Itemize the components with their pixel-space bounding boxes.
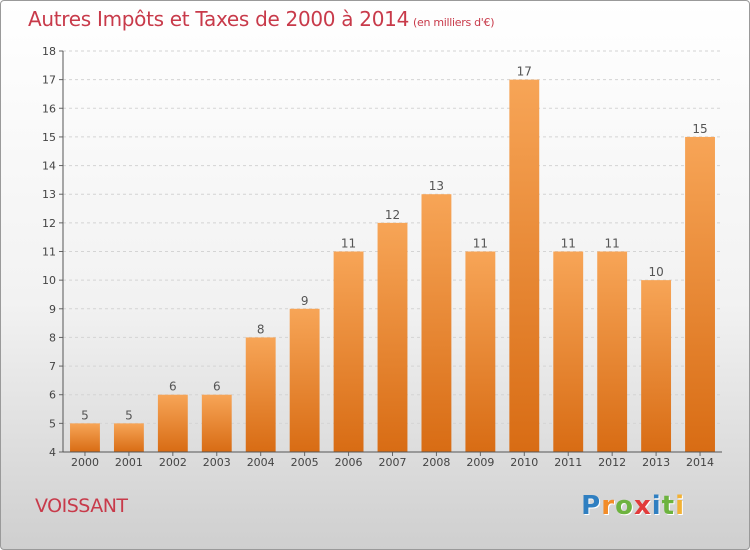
bar [597,251,628,452]
bar-value-label: 11 [561,237,576,251]
x-tick-label: 2013 [642,456,670,469]
bar [201,394,232,452]
proxiti-logo: Proxiti [581,491,685,521]
x-tick-label: 2004 [247,456,275,469]
bar [333,251,364,452]
axes [62,51,722,453]
y-tick-label: 15 [42,131,56,144]
bars [70,79,715,453]
y-tick-label: 17 [42,74,56,87]
y-tick-label: 10 [42,274,56,287]
logo-letter: t [661,491,676,521]
bar [289,308,320,452]
logo-letter: r [601,491,616,521]
x-tick-label: 2014 [686,456,714,469]
y-tick-label: 4 [49,446,56,459]
y-tick-label: 16 [42,102,56,115]
bar [421,194,452,452]
bar-value-label: 11 [341,237,356,251]
bar-value-label: 15 [692,122,707,136]
chart-subtitle: (en milliers d'€) [413,16,495,29]
y-tick-label: 8 [49,331,56,344]
x-tick-label: 2012 [598,456,626,469]
bar-value-label: 17 [517,65,532,79]
x-tick-label: 2000 [71,456,99,469]
bar-value-label: 11 [473,237,488,251]
logo-letter: i [651,491,662,521]
x-tick-label: 2009 [466,456,494,469]
y-tick-label: 12 [42,217,56,230]
x-tick-label: 2002 [159,456,187,469]
bar-value-label: 5 [81,408,89,422]
x-tick-label: 2001 [115,456,143,469]
x-tick-label: 2003 [203,456,231,469]
y-tick-label: 9 [49,303,56,316]
x-tick-label: 2007 [379,456,407,469]
x-tick-label: 2011 [554,456,582,469]
y-tick-label: 18 [42,45,56,58]
location-name: VOISSANT [35,495,128,517]
bar [113,423,144,452]
x-tick-label: 2006 [335,456,363,469]
y-tick-label: 6 [49,389,56,402]
y-tick-label: 11 [42,246,56,259]
bar [377,222,408,452]
x-tick-label: 2005 [291,456,319,469]
chart-title-text: Autres Impôts et Taxes de 2000 à 2014 [28,7,409,31]
x-tick-label: 2008 [422,456,450,469]
bar-value-label: 6 [213,380,221,394]
y-tick-label: 7 [49,360,56,373]
y-tick-label: 14 [42,160,56,173]
bar-value-label: 8 [257,322,265,336]
bar [157,394,188,452]
bar [509,79,540,453]
bar [245,337,276,452]
bar-value-label: 12 [385,208,400,222]
bar-value-label: 13 [429,179,444,193]
bar [465,251,496,452]
bar-value-label: 10 [648,265,663,279]
x-tick-label: 2010 [510,456,538,469]
y-axis-ticks: 4 5 6 7 8 9 10 11 12 13 14 15 16 17 18 [42,45,63,459]
data-labels: 5 5 6 6 8 9 11 12 13 11 17 11 11 10 15 [81,65,708,423]
y-tick-label: 13 [42,188,56,201]
bar [685,136,715,452]
bar [70,423,100,452]
bar-value-label: 5 [125,408,133,422]
bar-value-label: 11 [605,237,620,251]
bar [641,280,672,452]
logo-letter: P [581,491,602,521]
chart-title: Autres Impôts et Taxes de 2000 à 2014 (en… [28,7,494,31]
x-axis-ticks: 2000 2001 2002 2003 2004 2005 2006 2007 2008 2009… [71,452,714,469]
y-tick-label: 5 [49,417,56,430]
bar [553,251,584,452]
bar-value-label: 9 [301,294,309,308]
logo-letter: x [633,491,652,521]
bar-value-label: 6 [169,380,177,394]
logo-letter: i [675,491,685,521]
logo-letter: o [615,491,634,521]
